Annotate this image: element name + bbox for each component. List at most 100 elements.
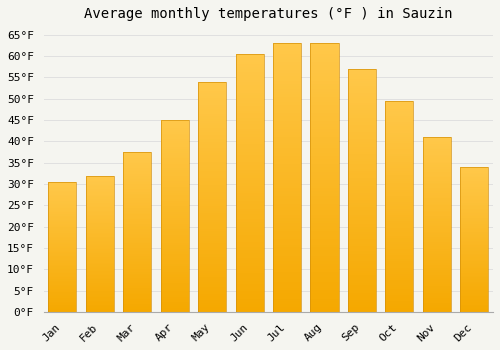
Bar <box>348 219 376 222</box>
Bar <box>198 89 226 91</box>
Bar <box>423 273 451 275</box>
Bar <box>236 136 264 139</box>
Bar <box>386 253 413 255</box>
Bar <box>86 276 114 278</box>
Bar <box>123 174 152 176</box>
Bar <box>348 134 376 137</box>
Bar <box>273 296 301 299</box>
Bar <box>386 185 413 187</box>
Bar <box>123 194 152 195</box>
Bar <box>386 259 413 261</box>
Bar <box>198 181 226 183</box>
Bar <box>123 286 152 288</box>
Bar <box>48 237 76 238</box>
Bar <box>273 290 301 293</box>
Bar <box>48 183 76 184</box>
Bar <box>423 181 451 183</box>
Bar <box>273 151 301 153</box>
Bar <box>48 296 76 298</box>
Bar <box>348 285 376 288</box>
Bar <box>123 283 152 285</box>
Bar <box>86 178 114 180</box>
Bar <box>310 124 338 127</box>
Bar <box>423 137 451 312</box>
Bar <box>423 258 451 259</box>
Bar <box>273 293 301 296</box>
Bar <box>423 144 451 146</box>
Bar <box>273 167 301 170</box>
Bar <box>310 191 338 194</box>
Bar <box>460 214 488 215</box>
Bar <box>198 128 226 130</box>
Bar <box>423 179 451 181</box>
Bar <box>160 141 189 143</box>
Bar <box>348 81 376 84</box>
Bar <box>310 51 338 54</box>
Bar <box>48 240 76 242</box>
Bar <box>86 208 114 210</box>
Bar <box>348 261 376 263</box>
Bar <box>236 276 264 278</box>
Bar <box>123 163 152 165</box>
Bar <box>86 216 114 218</box>
Bar <box>236 129 264 131</box>
Bar <box>48 299 76 300</box>
Bar <box>423 176 451 177</box>
Bar <box>386 139 413 141</box>
Bar <box>123 274 152 275</box>
Bar <box>160 204 189 206</box>
Bar <box>348 278 376 280</box>
Bar <box>86 272 114 274</box>
Bar <box>160 281 189 283</box>
Bar <box>198 264 226 266</box>
Bar <box>160 287 189 289</box>
Bar <box>386 190 413 192</box>
Bar <box>310 78 338 81</box>
Bar <box>348 122 376 125</box>
Bar <box>423 287 451 289</box>
Bar <box>273 239 301 242</box>
Bar <box>160 274 189 275</box>
Bar <box>160 201 189 203</box>
Bar <box>198 257 226 259</box>
Bar <box>123 165 152 167</box>
Bar <box>160 159 189 160</box>
Bar <box>386 118 413 120</box>
Bar <box>160 235 189 237</box>
Bar <box>160 279 189 281</box>
Bar <box>236 214 264 217</box>
Bar <box>348 88 376 91</box>
Bar <box>236 307 264 309</box>
Bar <box>273 226 301 229</box>
Bar <box>460 189 488 190</box>
Bar <box>160 289 189 291</box>
Bar <box>86 266 114 267</box>
Bar <box>123 304 152 306</box>
Bar <box>48 208 76 209</box>
Bar <box>460 196 488 197</box>
Bar <box>348 246 376 249</box>
Bar <box>160 143 189 145</box>
Bar <box>460 281 488 283</box>
Bar <box>423 186 451 188</box>
Bar <box>198 116 226 119</box>
Bar <box>460 234 488 235</box>
Bar <box>198 107 226 109</box>
Bar <box>460 247 488 248</box>
Bar <box>86 307 114 308</box>
Bar <box>310 97 338 100</box>
Bar <box>123 306 152 307</box>
Bar <box>123 178 152 179</box>
Bar <box>460 280 488 281</box>
Bar <box>386 246 413 248</box>
Bar <box>48 212 76 213</box>
Bar <box>386 221 413 223</box>
Bar <box>348 105 376 108</box>
Bar <box>198 245 226 247</box>
Bar <box>460 258 488 260</box>
Bar <box>160 212 189 214</box>
Bar <box>460 303 488 305</box>
Bar <box>310 49 338 51</box>
Bar <box>86 302 114 304</box>
Bar <box>273 159 301 161</box>
